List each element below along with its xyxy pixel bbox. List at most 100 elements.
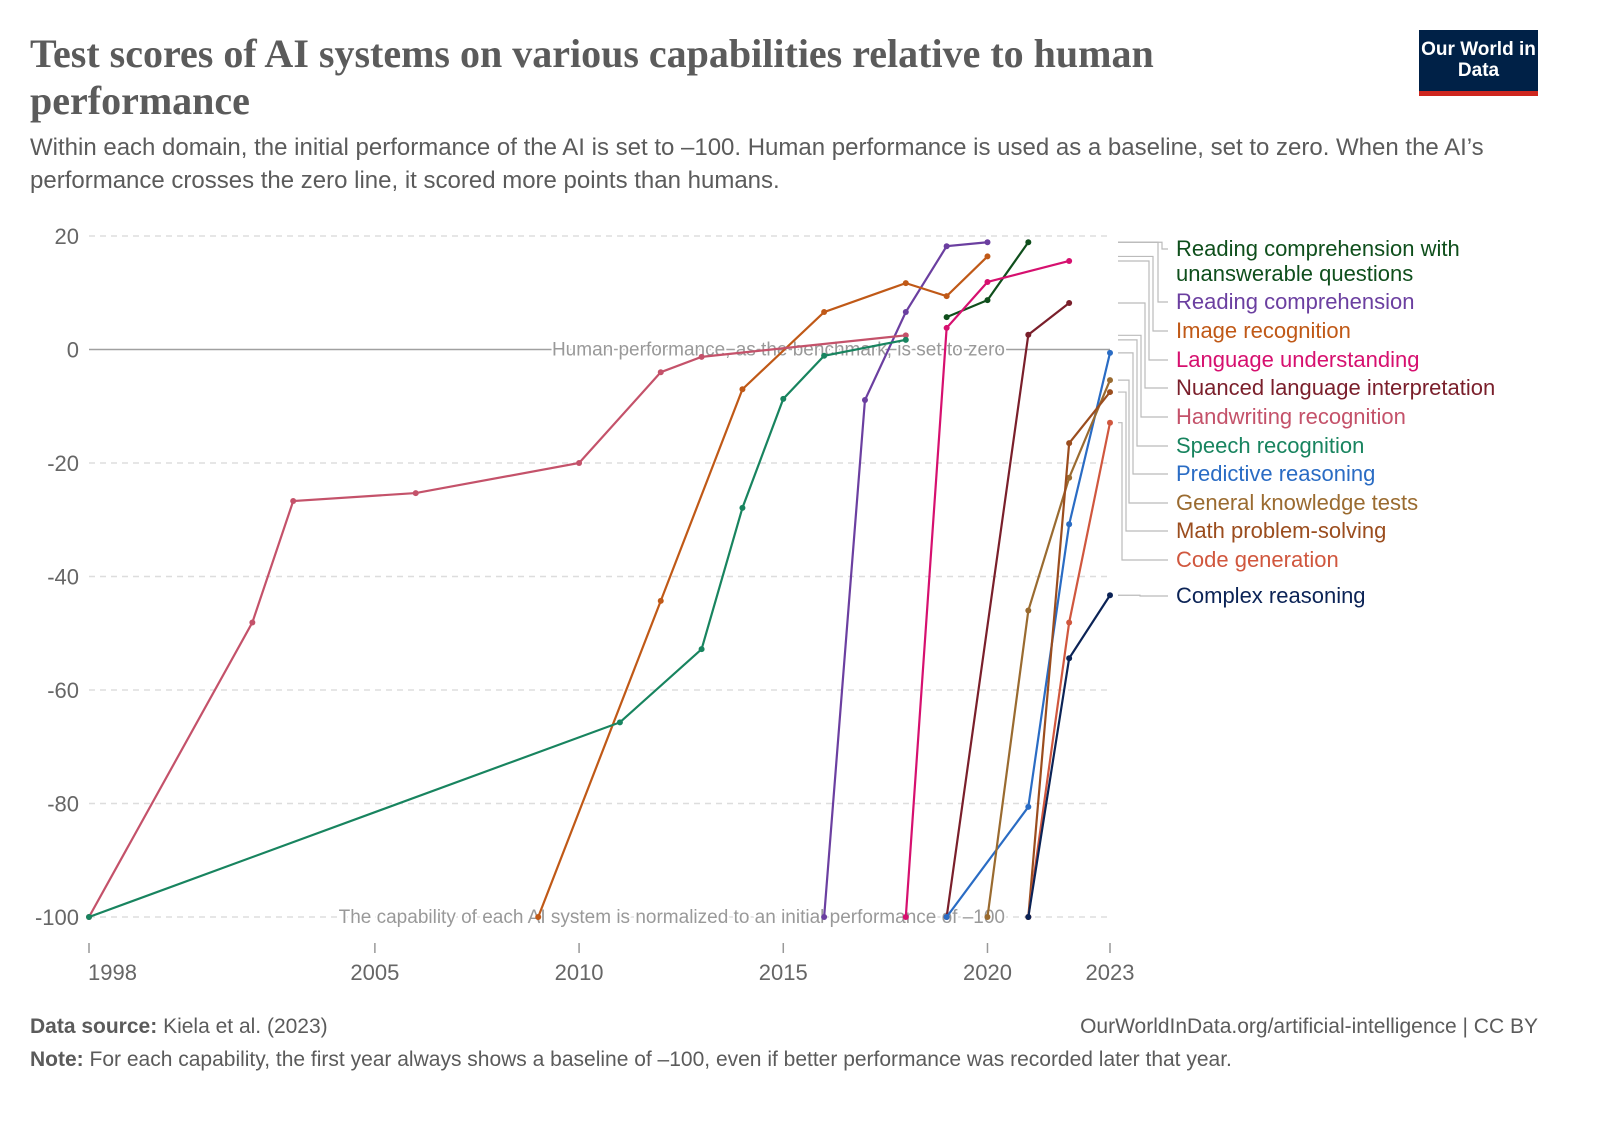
legend-label[interactable]: General knowledge tests [1176,490,1419,515]
series-reading-comprehension [821,239,991,920]
annotation: Human performance, as the benchmark, is … [552,340,1005,361]
legend-label[interactable]: Speech recognition [1176,433,1365,458]
data-point [1107,349,1113,356]
y-tick-label: 0 [67,338,79,363]
data-point [984,253,991,260]
owid-logo[interactable]: Our World in Data [1419,30,1538,96]
legend-label[interactable]: Image recognition [1176,318,1351,343]
data-point [1025,914,1032,920]
data-point [821,309,828,316]
legend-connector [1118,422,1168,561]
data-point [1107,377,1113,384]
series-code-generation [1025,419,1113,920]
data-source: Data source: Kiela et al. (2023) [30,1015,328,1039]
note-text: For each capability, the first year alwa… [89,1048,1232,1071]
data-point [1025,803,1032,810]
data-point [902,332,909,339]
series-line [88,334,906,918]
legend-connector [1118,352,1168,475]
legend-connector [1118,255,1168,332]
x-tick-label: 2005 [350,960,399,985]
source-url[interactable]: OurWorldInData.org/artificial-intelligen… [1080,1015,1538,1038]
series-general-knowledge-tests [984,377,1113,920]
data-point [780,395,787,402]
legend-label[interactable]: Complex reasoning [1176,583,1366,608]
data-point [902,336,909,343]
data-point [943,243,950,250]
data-point [576,460,583,466]
series-speech-recognition [86,336,909,920]
legend-label[interactable]: Predictive reasoning [1176,461,1376,486]
data-point [1066,655,1073,662]
series-predictive-reasoning [943,349,1113,920]
y-tick-label: -60 [47,678,79,703]
data-point [657,597,664,604]
x-tick-label: 2020 [963,960,1012,985]
legend-connector [1118,241,1168,250]
data-point [535,914,542,920]
legend-label[interactable]: Nuanced language interpretation [1176,375,1496,400]
chart-subtitle: Within each domain, the initial performa… [30,134,1484,194]
source-text[interactable]: Kiela et al. (2023) [163,1015,328,1038]
legend-connector [1118,334,1168,418]
series-line [88,338,907,919]
legend-connector [1118,241,1168,303]
data-point [821,914,828,920]
y-tick-label: 20 [55,224,79,249]
legend-connector [1118,379,1168,504]
data-point [902,309,909,316]
legend-label[interactable]: Language understanding [1176,347,1420,372]
data-point [943,324,950,331]
data-point [290,498,297,505]
data-point [1107,419,1113,426]
data-point [984,914,991,920]
data-point [984,278,991,285]
data-point [1025,239,1032,246]
y-tick-label: -100 [35,905,79,930]
series-complex-reasoning [1025,592,1113,920]
y-tick-label: -40 [47,565,79,590]
data-point [902,280,909,287]
legend-label[interactable]: Reading comprehension [1176,289,1415,314]
data-point [86,914,92,920]
data-point [1025,607,1032,614]
footnote: Note: For each capability, the first yea… [30,1048,1232,1072]
legend-connector [1118,260,1168,361]
legend-label[interactable]: Reading comprehension with unanswerable … [1176,236,1460,286]
data-point [943,314,950,321]
legend-connector [1118,594,1168,597]
chart-title: Test scores of AI systems on various cap… [30,31,1154,123]
data-point [1066,521,1073,528]
data-point [1066,257,1073,264]
note-label: Note: [30,1048,84,1071]
series-line [904,259,1070,918]
legend-label[interactable]: Handwriting recognition [1176,404,1406,429]
data-point [821,352,828,359]
legend-label[interactable]: Math problem-solving [1176,518,1387,543]
data-point [902,914,909,920]
data-point [984,239,991,246]
legend-label[interactable]: Code generation [1176,547,1339,572]
series-line [1027,594,1111,918]
data-point [1066,474,1073,481]
data-point [984,297,991,304]
y-tick-label: -80 [47,792,79,817]
series-handwriting-recognition [86,332,909,920]
x-tick-label: 2023 [1086,960,1135,985]
series-line [986,379,1112,918]
data-point [943,293,950,300]
data-point [412,490,419,497]
data-point [739,386,746,393]
data-point [1066,299,1073,306]
data-point [657,369,664,376]
y-tick-label: -20 [47,451,79,476]
data-point [698,646,705,653]
data-point [1107,592,1113,599]
data-point [1066,440,1073,447]
series-image-recognition [535,253,991,920]
x-tick-label: 1998 [88,960,137,985]
series-line [945,352,1112,918]
data-point [1107,389,1113,396]
legend-connector [1118,391,1168,532]
series-nuanced-language-interpretation [943,299,1073,920]
